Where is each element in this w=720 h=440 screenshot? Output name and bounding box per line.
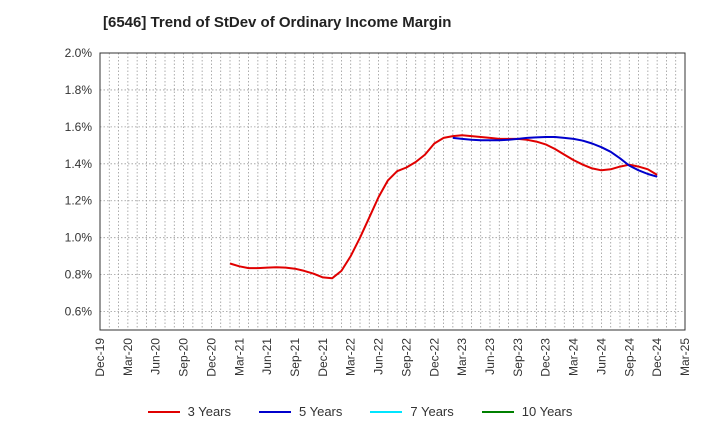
legend-swatch <box>259 410 291 413</box>
x-tick-label: Sep-20 <box>177 338 191 377</box>
legend-item-7-years: 7 Years <box>370 404 454 419</box>
x-tick-label: Jun-21 <box>260 338 274 375</box>
x-tick-label: Mar-22 <box>344 338 358 376</box>
grid-layer <box>100 52 685 330</box>
legend-swatch <box>370 410 403 413</box>
x-tick-label: Mar-23 <box>455 338 469 376</box>
y-tick-label: 1.0% <box>65 231 93 245</box>
x-tick-label: Dec-22 <box>427 338 441 377</box>
y-tick-label: 1.4% <box>65 157 93 171</box>
x-tick-label: Mar-24 <box>567 338 581 376</box>
plot-frame <box>99 52 686 331</box>
x-tick-label: Sep-21 <box>288 338 302 377</box>
y-tick-label: 0.6% <box>65 305 93 319</box>
x-tick-label: Dec-20 <box>204 338 218 377</box>
x-tick-label: Dec-19 <box>93 338 107 377</box>
series-layer <box>229 134 658 280</box>
x-tick-label: Mar-25 <box>678 338 692 376</box>
x-tick-label: Dec-23 <box>539 338 553 377</box>
x-tick-label: Dec-21 <box>316 338 330 377</box>
legend-label: 5 Years <box>299 404 343 419</box>
legend-label: 3 Years <box>187 404 231 419</box>
y-tick-label: 1.6% <box>65 120 93 134</box>
x-tick-label: Sep-22 <box>399 338 413 377</box>
legend: 3 Years 5 Years 7 Years 10 Years <box>0 404 720 419</box>
legend-label: 10 Years <box>521 404 573 419</box>
axis-labels: 0.6% 0.8% 1.0% 1.2% 1.4% 1.6% 1.8% 2.0% Dec-19 Ma… <box>65 46 692 377</box>
y-tick-label: 0.8% <box>65 268 93 282</box>
x-tick-label: Dec-24 <box>650 338 664 377</box>
x-tick-label: Jun-24 <box>594 338 608 375</box>
legend-swatch <box>481 410 514 413</box>
x-tick-label: Sep-23 <box>511 338 525 377</box>
x-tick-label: Sep-24 <box>622 338 636 377</box>
series-line-5-years <box>452 136 658 178</box>
y-tick-label: 2.0% <box>65 46 93 60</box>
chart-title: [6546] Trend of StDev of Ordinary Income… <box>103 14 452 31</box>
legend-swatch <box>147 410 180 413</box>
x-tick-label: Jun-22 <box>372 338 386 375</box>
legend-item-3-years: 3 Years <box>147 404 231 419</box>
series-line-3-years <box>229 134 658 280</box>
x-tick-label: Mar-20 <box>121 338 135 376</box>
legend-item-5-years: 5 Years <box>259 404 342 419</box>
x-tick-label: Mar-21 <box>232 338 246 376</box>
x-tick-label: Jun-23 <box>483 338 497 375</box>
legend-label: 7 Years <box>410 404 454 419</box>
x-tick-label: Jun-20 <box>149 338 163 375</box>
y-tick-label: 1.2% <box>65 194 93 208</box>
legend-item-10-years: 10 Years <box>481 404 573 419</box>
y-tick-label: 1.8% <box>65 83 93 97</box>
